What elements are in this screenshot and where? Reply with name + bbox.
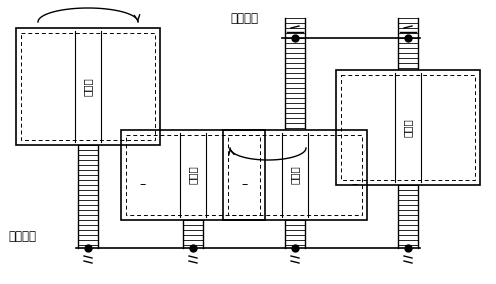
Bar [341, 75, 475, 180]
Bar [121, 130, 265, 220]
Bar [16, 28, 160, 145]
Text: –: – [242, 179, 248, 191]
Bar [336, 70, 480, 185]
Text: 钒笼主筋: 钒笼主筋 [8, 230, 36, 243]
Text: 连接器: 连接器 [290, 166, 300, 184]
Bar [16, 28, 160, 145]
Bar [21, 33, 155, 140]
Bar [121, 130, 265, 220]
Text: 连接器: 连接器 [83, 77, 93, 96]
Bar [126, 135, 260, 215]
Text: 钒笼主筋: 钒笼主筋 [230, 12, 258, 25]
Text: –: – [352, 179, 358, 191]
Bar [223, 130, 367, 220]
Text: 连接器: 连接器 [403, 118, 413, 137]
Text: 连接器: 连接器 [188, 166, 198, 184]
Bar [228, 135, 362, 215]
Bar [336, 70, 480, 185]
Bar [223, 130, 367, 220]
Text: –: – [140, 179, 146, 191]
